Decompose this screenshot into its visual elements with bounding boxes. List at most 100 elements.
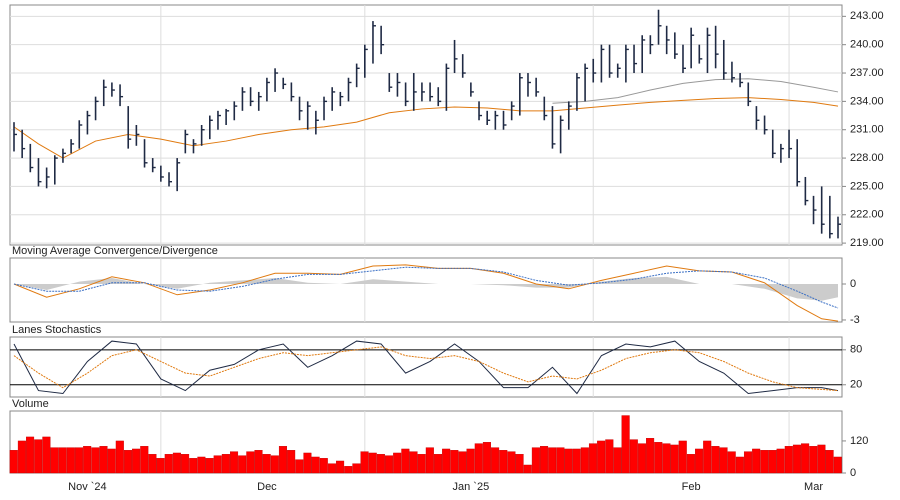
volume-bar	[482, 442, 491, 474]
x-tick-label: Nov `24	[68, 481, 107, 493]
volume-bar	[621, 415, 630, 474]
y-tick-label: 219.00	[850, 237, 884, 249]
y-tick-label: 120	[850, 435, 868, 447]
volume-bar	[42, 436, 51, 474]
volume-bar	[99, 446, 108, 474]
panel-frame	[9, 257, 843, 323]
panel-title: Moving Average Convergence/Divergence	[12, 245, 218, 257]
volume-bar	[597, 440, 606, 474]
volume-bar	[792, 444, 801, 474]
volume-bar	[531, 447, 540, 474]
volume-bar	[727, 451, 736, 474]
volume-bar	[515, 454, 524, 474]
volume-bar	[458, 451, 467, 474]
volume-bar	[50, 447, 59, 474]
volume-bar	[450, 450, 459, 474]
volume-bar	[197, 456, 206, 474]
y-tick-label: 0	[850, 467, 856, 479]
volume-bar	[74, 447, 84, 474]
volume-bar	[34, 439, 43, 474]
x-tick-label: Feb	[682, 481, 701, 493]
indicator-line	[552, 78, 839, 104]
y-tick-label: 243.00	[850, 10, 884, 22]
indicator-line	[13, 340, 839, 395]
volume-bar	[686, 454, 695, 474]
panel-frame	[9, 336, 843, 398]
volume-bar	[425, 447, 434, 474]
x-tick-label: Mar	[804, 481, 823, 493]
volume-bar	[499, 450, 508, 474]
volume-bar	[833, 456, 842, 474]
volume-bar	[327, 463, 336, 474]
y-tick-label: 234.00	[850, 95, 884, 107]
volume-bar	[613, 447, 622, 474]
indicator-line	[13, 97, 839, 159]
volume-bar	[588, 443, 598, 474]
indicator-line	[13, 346, 839, 392]
volume-bar	[417, 454, 426, 474]
x-tick-label: Jan `25	[453, 481, 490, 493]
volume-bar	[801, 443, 810, 474]
volume-bar	[393, 452, 402, 474]
volume-bar	[442, 448, 451, 474]
volume-bar	[132, 448, 141, 474]
volume-bar	[115, 440, 124, 474]
volume-bar	[670, 444, 679, 474]
y-tick-label: 237.00	[850, 67, 884, 79]
volume-bar	[164, 454, 173, 474]
volume-bar	[287, 450, 296, 474]
volume-bar	[654, 442, 663, 474]
volume-bar	[474, 443, 483, 474]
volume-bar	[752, 448, 761, 474]
volume-bar	[743, 451, 753, 474]
volume-bar	[311, 456, 320, 474]
panel-title: Volume	[12, 398, 49, 410]
volume-bar	[433, 454, 443, 474]
volume-bar	[17, 440, 26, 474]
volume-bar	[295, 459, 304, 474]
y-tick-label: 240.00	[850, 39, 884, 51]
panel-title: Lanes Stochastics	[12, 324, 102, 336]
volume-bar	[156, 458, 165, 474]
volume-bar	[123, 450, 132, 474]
volume-bar	[760, 450, 769, 474]
volume-bar	[181, 454, 190, 474]
volume-bar	[629, 439, 638, 474]
volume-bar	[107, 448, 116, 474]
volume-bar	[572, 448, 581, 474]
volume-bar	[580, 447, 589, 474]
volume-bar	[776, 448, 785, 474]
volume-bar	[646, 438, 655, 474]
y-tick-label: 225.00	[850, 180, 884, 192]
volume-bar	[401, 448, 410, 474]
y-tick-label: 80	[850, 344, 862, 356]
histogram-area	[14, 276, 838, 301]
volume-bar	[205, 458, 214, 474]
volume-bar	[221, 454, 230, 474]
indicator-line	[13, 266, 839, 309]
volume-bar	[360, 451, 369, 474]
volume-bar	[711, 446, 720, 474]
volume-bar	[678, 440, 687, 474]
volume-bar	[262, 454, 271, 474]
volume-bar	[409, 451, 418, 474]
volume-bar	[9, 450, 18, 474]
volume-bar	[809, 446, 818, 474]
x-tick-label: Dec	[257, 481, 277, 493]
y-tick-label: 20	[850, 379, 862, 391]
y-tick-label: 228.00	[850, 152, 884, 164]
volume-bar	[66, 447, 75, 474]
volume-bar	[189, 458, 198, 474]
volume-bar	[91, 447, 100, 474]
volume-bar	[540, 446, 549, 474]
volume-bar	[385, 455, 394, 474]
volume-bar	[246, 451, 255, 474]
y-tick-label: 222.00	[850, 209, 884, 221]
volume-bar	[556, 447, 565, 474]
volume-bar	[817, 444, 826, 474]
y-tick-label: -3	[850, 314, 860, 326]
volume-bar	[784, 446, 793, 474]
volume-bar	[172, 452, 181, 474]
volume-bar	[148, 454, 157, 474]
volume-bar	[368, 452, 377, 474]
